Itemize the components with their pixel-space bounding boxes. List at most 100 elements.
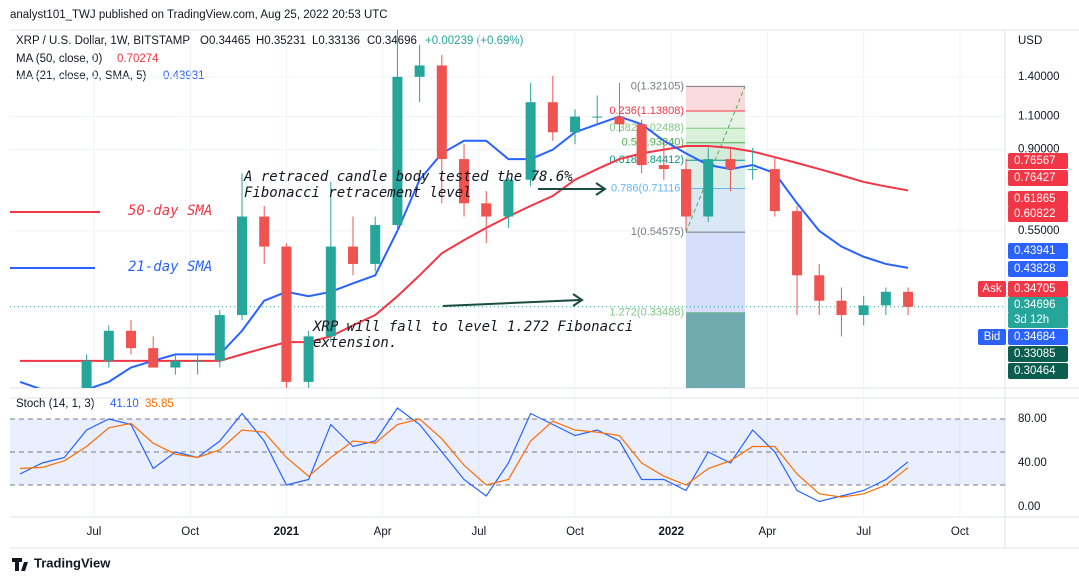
ohlc-open: O0.34465	[200, 35, 251, 47]
x-tick-label: Oct	[951, 526, 970, 538]
candle-body	[303, 336, 314, 382]
candle-body	[814, 275, 825, 301]
candle-body	[192, 360, 203, 362]
candle-body	[880, 291, 891, 306]
y-tick-label: 0.00	[1018, 501, 1040, 513]
candle-body	[503, 179, 514, 217]
stoch-name: Stoch (14, 1, 3)	[16, 398, 95, 410]
price-tag	[1008, 297, 1068, 313]
ohlc-close: C0.34696	[367, 35, 417, 47]
ma-line	[19, 115, 909, 388]
price-tag-label: 0.33085	[1014, 348, 1056, 360]
stoch-d: 35.85	[145, 398, 174, 410]
ma-line	[19, 145, 909, 362]
fib-zone	[686, 188, 745, 233]
candle-body	[636, 124, 647, 166]
ohlc-high: H0.35231	[256, 35, 306, 47]
candle-body	[459, 159, 470, 204]
x-tick-label: Oct	[566, 526, 585, 538]
price-tag-label: 0.60822	[1014, 208, 1056, 220]
price-tag-label: 0.30464	[1014, 365, 1056, 377]
publish-line: analyst101_TWJ published on TradingView.…	[10, 9, 388, 21]
ma-value: 0.43931	[163, 70, 205, 82]
fib-label: 0.236(1.13808)	[609, 105, 684, 117]
stoch-k: 41.10	[110, 398, 139, 410]
candle-body	[348, 246, 359, 264]
fib-zone	[686, 160, 745, 189]
candle-body	[259, 216, 270, 247]
candle-body	[370, 224, 381, 264]
price-tag-label: 0.76567	[1014, 155, 1056, 167]
candle-body	[414, 65, 425, 77]
fib-trend	[685, 86, 746, 233]
fib-zone	[686, 128, 745, 143]
candle-body	[436, 65, 447, 160]
candle-body	[614, 116, 625, 125]
axis-label: USD	[1018, 35, 1042, 47]
price-tag	[978, 329, 1006, 345]
ma-value: 0.70274	[117, 53, 159, 65]
price-tag-label: 0.61865	[1014, 193, 1056, 205]
stoch-line	[19, 418, 909, 498]
annotation: 50-day SMA	[128, 203, 212, 219]
candle-body	[725, 159, 736, 170]
fib-label: 1(0.54575)	[631, 226, 684, 238]
logo: TradingView	[34, 555, 111, 570]
candle-body	[125, 330, 136, 349]
candle-body	[547, 102, 558, 133]
y-tick-label: 40.00	[1018, 457, 1047, 469]
candle-body	[903, 291, 914, 307]
candle-body	[525, 102, 536, 180]
price-tag-label: 0.76427	[1014, 172, 1056, 184]
y-tick-label: 0.55000	[1018, 225, 1060, 237]
arrow-head	[595, 182, 607, 196]
price-tag	[1008, 346, 1068, 362]
fib-label: 0.618(0.84412)	[609, 154, 684, 166]
candle-body	[769, 169, 780, 212]
candle-body	[103, 330, 114, 361]
price-tag	[1008, 153, 1068, 169]
candle-body	[214, 315, 225, 361]
fib-label: 0(1.32105)	[631, 80, 684, 92]
x-tick-label: Apr	[374, 526, 392, 538]
price-tag	[978, 281, 1006, 297]
candle-body	[281, 246, 292, 382]
candle-body	[836, 300, 847, 316]
price-tag-label: 0.34705	[1014, 283, 1056, 295]
candle-body	[325, 246, 336, 337]
symbol: XRP / U.S. Dollar, 1W, BITSTAMP	[16, 35, 190, 47]
annotation: 21-day SMA	[128, 259, 212, 275]
price-tag	[1008, 261, 1068, 277]
candle-body	[681, 169, 692, 217]
fib-label: 1.272(0.33488)	[609, 307, 684, 319]
price-tag-prefix: Bid	[984, 331, 1001, 343]
price-tag-label: 3d 12h	[1014, 314, 1049, 326]
annotation: XRP will fall to level 1.272 Fibonacci	[312, 319, 633, 335]
x-tick-label: Oct	[181, 526, 200, 538]
candle-body	[237, 216, 248, 316]
ma-name: MA (50, close, 0)	[16, 53, 102, 65]
x-tick-label: Apr	[758, 526, 776, 538]
price-tag-prefix: Ask	[982, 283, 1001, 295]
candle-body	[747, 169, 758, 171]
price-tag-label: 0.43828	[1014, 263, 1056, 275]
price-tag	[1008, 191, 1068, 207]
x-tick-label: Jul	[856, 526, 871, 538]
candle-body	[170, 360, 181, 368]
fib-zone	[686, 232, 745, 313]
candle-body	[592, 116, 603, 118]
price-tag	[1008, 206, 1068, 222]
candle-body	[392, 76, 403, 225]
target-zone	[686, 312, 745, 388]
price-tag	[1008, 170, 1068, 186]
y-tick-label: 1.10000	[1018, 111, 1060, 123]
fib-label: 0.786(0.71116)	[611, 182, 684, 194]
ohlc-change: +0.00239 (+0.69%)	[425, 35, 524, 47]
x-tick-label: Jul	[471, 526, 486, 538]
candle-body	[81, 360, 92, 388]
price-tag	[1008, 329, 1068, 345]
candle-body	[148, 348, 159, 368]
